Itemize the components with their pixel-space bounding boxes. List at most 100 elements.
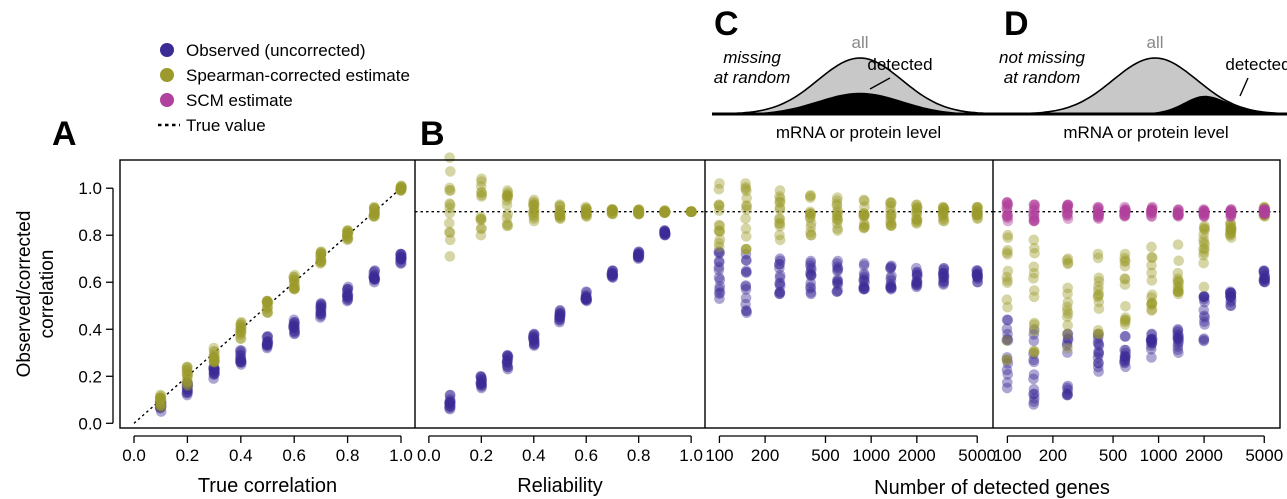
data-point (1093, 210, 1104, 221)
data-point (972, 202, 983, 214)
data-point (1259, 204, 1271, 215)
data-point (633, 250, 644, 262)
data-point (774, 214, 785, 225)
data-point (633, 247, 645, 259)
all-label: all (1146, 33, 1163, 52)
data-point (1093, 202, 1104, 213)
data-point (501, 190, 513, 202)
x-tick-label: 0.6 (282, 446, 306, 465)
data-point (1199, 243, 1210, 254)
data-point (938, 206, 949, 217)
data-point (805, 269, 817, 281)
legend-label: Spearman-corrected estimate (186, 66, 410, 85)
data-point (607, 205, 618, 217)
data-point (1061, 388, 1073, 399)
data-point (341, 295, 353, 307)
data-point (476, 191, 487, 202)
data-point (581, 295, 592, 307)
data-point (659, 229, 671, 241)
data-point (502, 363, 514, 375)
data-point (1093, 348, 1105, 360)
data-point (182, 381, 194, 392)
x-axis-a: 0.0 0.2 0.4 0.6 0.8 1.0 True correlation (122, 435, 413, 497)
data-point (154, 389, 166, 401)
data-point (1062, 334, 1074, 345)
data-point (832, 223, 843, 234)
data-point (501, 356, 513, 368)
data-point (395, 182, 406, 193)
data-point (937, 202, 949, 213)
data-point (288, 314, 300, 326)
data-point (1198, 211, 1210, 222)
data-point (1258, 202, 1270, 214)
data-point (288, 283, 300, 295)
x-tick-label: 5000 (1245, 446, 1283, 465)
data-point (342, 232, 353, 243)
data-point (859, 283, 871, 295)
data-point (315, 306, 327, 317)
data-point (1146, 205, 1157, 217)
data-point (1172, 326, 1183, 338)
data-point (858, 208, 869, 219)
data-point (235, 319, 247, 330)
data-point (886, 219, 897, 231)
data-point (154, 401, 166, 413)
data-point (740, 243, 752, 255)
data-point (476, 189, 488, 201)
data-point (315, 247, 327, 259)
data-point (554, 309, 566, 320)
data-point (235, 349, 246, 361)
data-point (937, 207, 949, 219)
data-point (289, 328, 300, 340)
data-point (155, 401, 167, 413)
data-point (1028, 319, 1040, 331)
data-point (1225, 220, 1236, 231)
data-point (1172, 276, 1184, 288)
data-point (713, 256, 725, 267)
data-point (369, 208, 380, 219)
data-point (885, 209, 897, 220)
data-point (659, 228, 670, 239)
data-point (1259, 206, 1271, 217)
data-point (368, 272, 380, 283)
data-point (1173, 208, 1184, 220)
data-point (938, 276, 949, 288)
data-point (1092, 248, 1104, 260)
data-point (1093, 303, 1105, 315)
data-point (208, 365, 220, 376)
data-point (632, 207, 644, 218)
data-point (396, 249, 407, 260)
legend: Observed (uncorrected) Spearman-corrected… (158, 41, 410, 135)
data-point (607, 205, 618, 217)
data-point (1146, 336, 1158, 348)
data-point (632, 207, 644, 219)
data-point (502, 208, 514, 220)
data-point (315, 252, 327, 263)
data-point (369, 205, 380, 217)
data-point (1062, 206, 1074, 217)
data-point (740, 265, 752, 277)
data-point (444, 227, 456, 239)
data-point (209, 367, 220, 378)
data-point (182, 383, 193, 395)
data-point (181, 380, 193, 392)
data-point (740, 298, 751, 310)
data-point (1001, 197, 1013, 209)
data-point (1146, 202, 1158, 214)
data-point (713, 237, 725, 249)
data-point (155, 406, 167, 417)
data-point (528, 194, 540, 206)
data-point (1173, 277, 1185, 289)
data-point (1092, 333, 1104, 344)
data-point (445, 401, 456, 413)
x-tick-label: 2000 (1185, 446, 1223, 465)
data-point (444, 389, 456, 401)
data-point (1002, 265, 1014, 277)
data-point (580, 293, 591, 305)
data-point (831, 195, 843, 206)
missingness-label: missing (723, 48, 781, 67)
data-point (182, 380, 194, 391)
data-point (528, 334, 540, 346)
data-point (1002, 215, 1014, 227)
data-point (1258, 206, 1270, 217)
